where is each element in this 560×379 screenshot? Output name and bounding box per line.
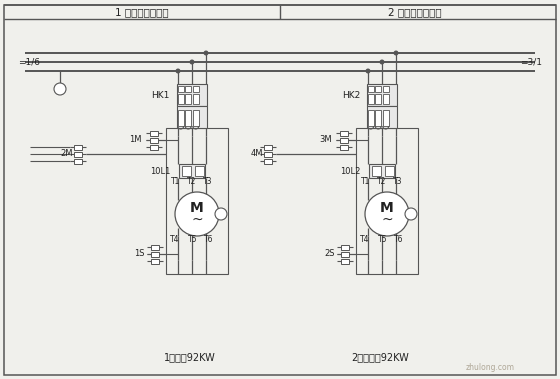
Bar [340,144,348,149]
Text: 2S: 2S [324,249,335,258]
Text: HK2: HK2 [342,91,360,100]
Text: 1M: 1M [129,136,142,144]
Bar [178,110,184,126]
Text: 3M: 3M [319,136,332,144]
Bar [74,152,82,157]
Text: T3: T3 [203,177,213,185]
Text: 4M: 4M [250,149,263,158]
Text: T4: T4 [360,235,370,243]
Bar [367,106,397,128]
Bar [178,94,184,104]
Text: ~: ~ [381,213,393,227]
Text: =3/1: =3/1 [520,58,542,66]
Text: T2: T2 [377,177,387,185]
Text: M: M [190,201,204,215]
Text: T2: T2 [187,177,197,185]
Circle shape [366,69,371,74]
Bar [185,94,192,104]
Bar [372,166,381,176]
Bar [74,144,82,149]
Circle shape [380,60,385,64]
Bar [150,138,158,143]
Circle shape [215,208,227,220]
Bar [151,252,159,257]
Bar [178,86,184,92]
Bar [150,144,158,149]
Text: HK1: HK1 [152,91,170,100]
Circle shape [203,50,208,55]
Bar [341,252,349,257]
Bar [74,158,82,163]
Text: T6: T6 [394,235,404,243]
Text: 2M: 2M [60,149,73,158]
Bar [185,86,192,92]
Bar [375,110,381,126]
Text: =1/6: =1/6 [18,58,40,66]
Bar [341,258,349,263]
Circle shape [394,50,399,55]
Circle shape [175,192,219,236]
Bar [177,106,207,128]
Bar [367,84,397,106]
Circle shape [54,83,66,95]
Bar [264,152,272,157]
Bar [177,84,207,106]
Bar [179,164,205,178]
Circle shape [189,60,194,64]
Bar [368,94,374,104]
Bar [151,244,159,249]
Text: 2号压缩机92KW: 2号压缩机92KW [351,352,409,362]
Text: T4: T4 [170,235,180,243]
Text: zhulong.com: zhulong.com [465,362,515,371]
Circle shape [175,69,180,74]
Bar [375,94,381,104]
Text: T1: T1 [171,177,181,185]
Text: 1号制机92KW: 1号制机92KW [164,352,216,362]
Bar [382,94,389,104]
Bar [385,166,394,176]
Bar [382,86,389,92]
Text: 10L1: 10L1 [150,166,170,175]
Bar [369,164,395,178]
Text: T5: T5 [188,235,198,243]
Bar [368,110,374,126]
Bar [356,128,418,274]
Text: 1S: 1S [134,249,145,258]
Text: 10L2: 10L2 [339,166,360,175]
Text: T6: T6 [204,235,214,243]
Bar [150,130,158,136]
Bar [193,94,199,104]
Text: T1: T1 [361,177,371,185]
Bar [341,244,349,249]
Bar [340,130,348,136]
Bar [185,110,192,126]
Bar [193,86,199,92]
Circle shape [365,192,409,236]
Circle shape [405,208,417,220]
Bar [375,86,381,92]
Bar [264,144,272,149]
Text: 2 号压缩机主电路: 2 号压缩机主电路 [388,7,442,17]
Text: ~: ~ [191,213,203,227]
Text: M: M [380,201,394,215]
Bar [340,138,348,143]
Text: T5: T5 [378,235,388,243]
Bar [182,166,191,176]
Bar [151,258,159,263]
Bar [195,166,204,176]
Bar [193,110,199,126]
Text: T3: T3 [393,177,403,185]
Bar [382,110,389,126]
Text: 1 号压缩机主电路: 1 号压缩机主电路 [115,7,169,17]
Bar [368,86,374,92]
Bar [264,158,272,163]
Bar [166,128,228,274]
